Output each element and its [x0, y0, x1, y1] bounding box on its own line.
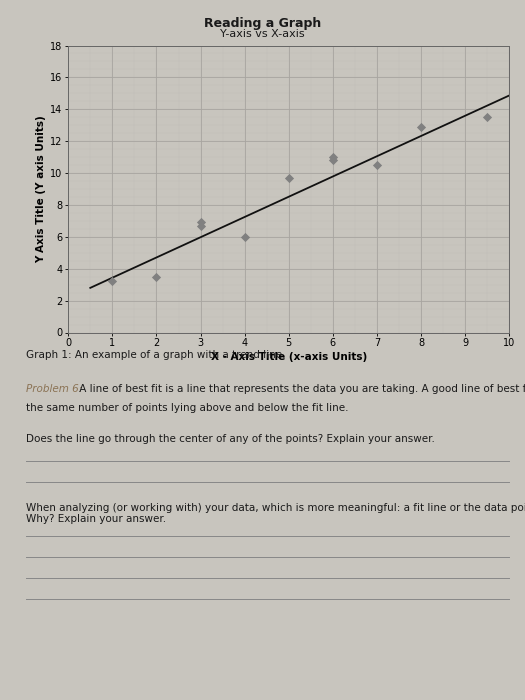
Y-axis label: Y Axis Title (Y axis Units): Y Axis Title (Y axis Units)	[36, 115, 46, 263]
Text: the same number of points lying above and below the fit line.: the same number of points lying above an…	[26, 403, 349, 413]
Text: Reading a Graph: Reading a Graph	[204, 18, 321, 31]
Text: Does the line go through the center of any of the points? Explain your answer.: Does the line go through the center of a…	[26, 434, 435, 444]
Point	[152, 271, 161, 282]
Text: A line of best fit is a line that represents the data you are taking. A good lin: A line of best fit is a line that repres…	[76, 384, 525, 393]
Point	[373, 160, 381, 171]
Point	[240, 231, 249, 242]
Point	[285, 172, 293, 183]
Point	[196, 217, 205, 228]
X-axis label: X - Axis Title (x-axis Units): X - Axis Title (x-axis Units)	[211, 352, 367, 362]
Point	[196, 220, 205, 231]
Text: Problem 6:: Problem 6:	[26, 384, 82, 393]
Point	[483, 111, 491, 123]
Point	[329, 151, 337, 162]
Text: Y-axis vs X-axis: Y-axis vs X-axis	[220, 29, 305, 39]
Point	[329, 155, 337, 166]
Point	[108, 276, 117, 287]
Text: Graph 1: An example of a graph with a trend line.: Graph 1: An example of a graph with a tr…	[26, 350, 286, 360]
Point	[417, 121, 425, 132]
Text: When analyzing (or working with) your data, which is more meaningful: a fit line: When analyzing (or working with) your da…	[26, 503, 525, 524]
